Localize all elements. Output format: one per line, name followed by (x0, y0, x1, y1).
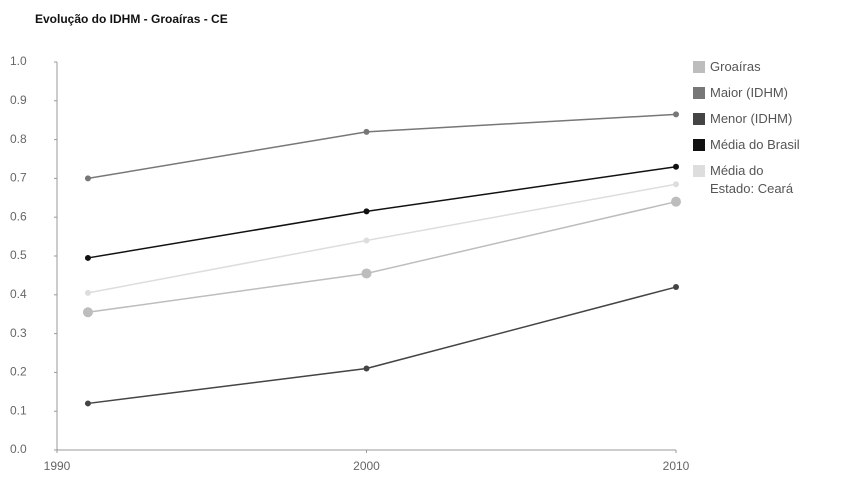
y-tick-label: 0.6 (10, 209, 27, 223)
legend-swatch (693, 139, 705, 151)
point (673, 284, 679, 291)
legend-item: Menor (IDHM) (693, 110, 841, 128)
y-tick-label: 0.1 (10, 403, 27, 417)
legend-swatch (693, 87, 705, 99)
point (363, 208, 370, 215)
y-tick-label: 1.0 (10, 54, 27, 68)
legend: Groaíras Maior (IDHM) Menor (IDHM) Média do… (693, 58, 841, 206)
legend-label: Média do Brasil (710, 137, 800, 152)
point (671, 196, 681, 207)
legend-item: Groaíras (693, 58, 841, 76)
point (363, 128, 370, 135)
legend-swatch (693, 113, 705, 125)
point (82, 307, 93, 318)
point (84, 289, 91, 296)
point (363, 365, 370, 372)
point (84, 175, 91, 182)
series-line (87, 286, 677, 405)
y-tick-label: 0.3 (10, 326, 27, 340)
legend-swatch (693, 165, 705, 177)
legend-label: Média do Estado: Ceará (710, 163, 794, 196)
x-tick-label: 2010 (663, 459, 690, 473)
series-line (87, 183, 677, 294)
y-tick-label: 0.4 (10, 287, 27, 301)
y-tick-label: 0.7 (10, 171, 27, 185)
x-tick-label: 1990 (44, 459, 71, 473)
y-tick-label: 0.9 (10, 93, 27, 107)
series-line (87, 166, 677, 259)
legend-item: Média do Brasil (693, 136, 841, 154)
y-tick-label: 0.0 (10, 442, 27, 456)
x-tick-label: 2000 (353, 459, 380, 473)
legend-label: Maior (IDHM) (710, 85, 788, 100)
legend-swatch (693, 61, 705, 73)
point (361, 268, 372, 279)
point (363, 237, 370, 244)
point (673, 111, 679, 118)
y-tick-label: 0.5 (10, 248, 27, 262)
point (673, 163, 679, 170)
legend-label: Menor (IDHM) (710, 111, 793, 126)
point (673, 181, 679, 188)
legend-item: Média do Estado: Ceará (693, 162, 841, 198)
y-tick-label: 0.8 (10, 132, 27, 146)
series-line (87, 200, 677, 314)
point (84, 254, 91, 261)
y-tick-label: 0.2 (10, 365, 27, 379)
point (84, 400, 91, 407)
series-line (87, 113, 677, 180)
legend-item: Maior (IDHM) (693, 84, 841, 102)
legend-label: Groaíras (710, 59, 761, 74)
chart-title: Evolução do IDHM - Groaíras - CE (35, 12, 228, 26)
